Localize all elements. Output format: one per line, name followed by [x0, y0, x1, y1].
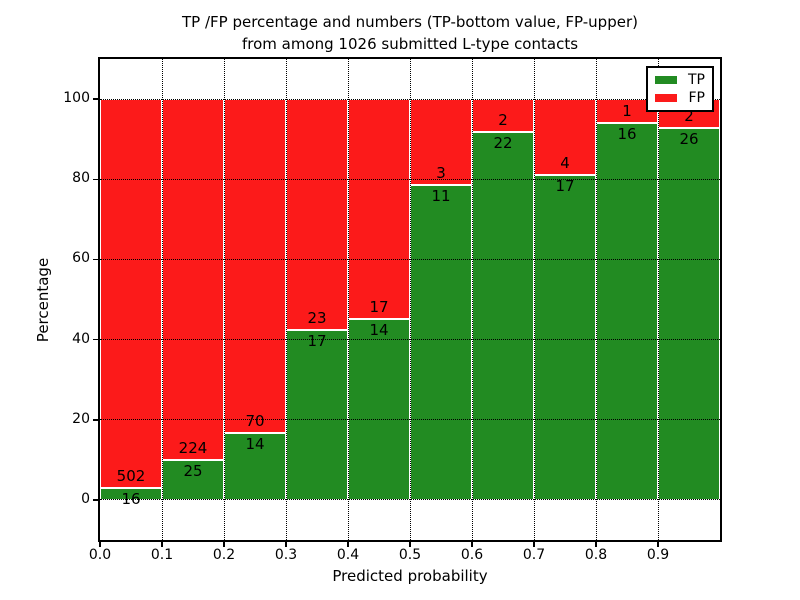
fp-bar-segment [348, 99, 410, 319]
x-tick-label: 0.0 [88, 547, 112, 563]
y-tick-mark [93, 178, 98, 180]
x-gridline [595, 59, 597, 540]
x-gridline [533, 59, 535, 540]
tp-bar-segment [286, 329, 348, 500]
tp-bar-segment [410, 184, 472, 500]
fp-count-label: 2 [498, 111, 508, 130]
fp-bar-segment [410, 99, 472, 185]
y-tick-label: 0 [81, 490, 90, 507]
x-gridline [347, 59, 349, 540]
tp-bar-segment [534, 175, 596, 500]
legend-label-fp: FP [688, 90, 706, 106]
tp-count-label: 16 [121, 489, 141, 508]
fp-count-label: 70 [245, 412, 265, 431]
x-gridline [409, 59, 411, 540]
y-tick-label: 100 [63, 90, 90, 107]
x-tick-mark [409, 542, 411, 547]
y-tick-label: 80 [72, 170, 90, 187]
x-tick-mark [595, 542, 597, 547]
x-axis-label: Predicted probability [332, 567, 488, 585]
x-tick-label: 0.2 [212, 547, 236, 563]
x-tick-mark [533, 542, 535, 547]
fp-bar-segment [224, 99, 286, 434]
plot-area: 502 16 224 25 70 14 23 17 17 14 3 11 2 22 4 17 1 16 2 26 [100, 59, 720, 540]
x-tick-mark [285, 542, 287, 547]
fp-bar-segment [162, 99, 224, 460]
fp-bar-segment [286, 99, 348, 330]
x-tick-mark [347, 542, 349, 547]
fp-bar-segment [100, 99, 162, 488]
fp-count-label: 1 [622, 101, 632, 120]
tp-count-label: 17 [555, 177, 575, 196]
tp-bar-segment [348, 318, 410, 500]
tp-bar-segment [472, 132, 534, 500]
y-tick-label: 60 [72, 250, 90, 267]
x-tick-label: 0.6 [460, 547, 484, 563]
x-gridline [471, 59, 473, 540]
tp-bar-segment [658, 127, 720, 500]
tp-color-swatch-icon [655, 76, 677, 84]
tp-bar-segment [596, 122, 658, 500]
x-tick-mark [99, 542, 101, 547]
x-tick-label: 0.8 [584, 547, 608, 563]
fp-count-label: 2 [684, 106, 694, 125]
x-tick-label: 0.9 [646, 547, 670, 563]
y-tick-mark [93, 338, 98, 341]
tp-count-label: 22 [493, 134, 513, 153]
legend-label-tp: TP [688, 72, 705, 88]
fp-count-label: 17 [369, 297, 389, 316]
y-tick-label: 20 [72, 410, 90, 427]
chart-title-line1: TP /FP percentage and numbers (TP-bottom… [182, 13, 638, 31]
x-tick-label: 0.4 [336, 547, 360, 563]
x-gridline [657, 59, 659, 540]
fp-count-label: 4 [560, 154, 570, 173]
chart-title: TP /FP percentage and numbers (TP-bottom… [100, 11, 720, 55]
fp-count-label: 224 [178, 438, 208, 457]
tp-count-label: 11 [431, 186, 451, 205]
x-gridline [285, 59, 287, 540]
tp-count-label: 25 [183, 461, 203, 480]
legend-entry-tp: TP [655, 72, 705, 88]
x-tick-label: 0.1 [150, 547, 174, 563]
y-tick-mark [93, 419, 98, 421]
fp-color-swatch-icon [655, 94, 677, 102]
fp-count-label: 3 [436, 163, 446, 182]
chart-title-line2: from among 1026 submitted L-type contact… [241, 35, 579, 53]
tp-count-label: 16 [617, 124, 637, 143]
y-tick-mark [93, 499, 98, 501]
tp-count-label: 14 [245, 435, 265, 454]
tp-count-label: 17 [307, 331, 327, 350]
x-tick-mark [161, 542, 163, 547]
x-tick-label: 0.3 [274, 547, 298, 563]
y-axis-label: Percentage [34, 257, 52, 343]
legend-entry-fp: FP [655, 90, 705, 106]
x-tick-mark [223, 542, 225, 547]
fp-bar-segment [534, 99, 596, 176]
x-gridline [161, 59, 163, 540]
x-tick-label: 0.5 [398, 547, 422, 563]
y-tick-label: 40 [72, 330, 90, 347]
fp-count-label: 23 [307, 308, 327, 327]
legend: TP FP [646, 66, 714, 112]
tp-bar-segment [162, 459, 224, 500]
x-tick-mark [657, 542, 659, 547]
x-gridline [223, 59, 225, 540]
fp-count-label: 502 [116, 466, 146, 485]
y-tick-mark [93, 98, 98, 100]
fp-bar-segment [472, 99, 534, 133]
y-tick-mark [93, 258, 98, 261]
x-tick-label: 0.7 [522, 547, 546, 563]
tp-count-label: 14 [369, 320, 389, 339]
tp-count-label: 26 [679, 129, 699, 148]
x-tick-mark [471, 542, 473, 547]
